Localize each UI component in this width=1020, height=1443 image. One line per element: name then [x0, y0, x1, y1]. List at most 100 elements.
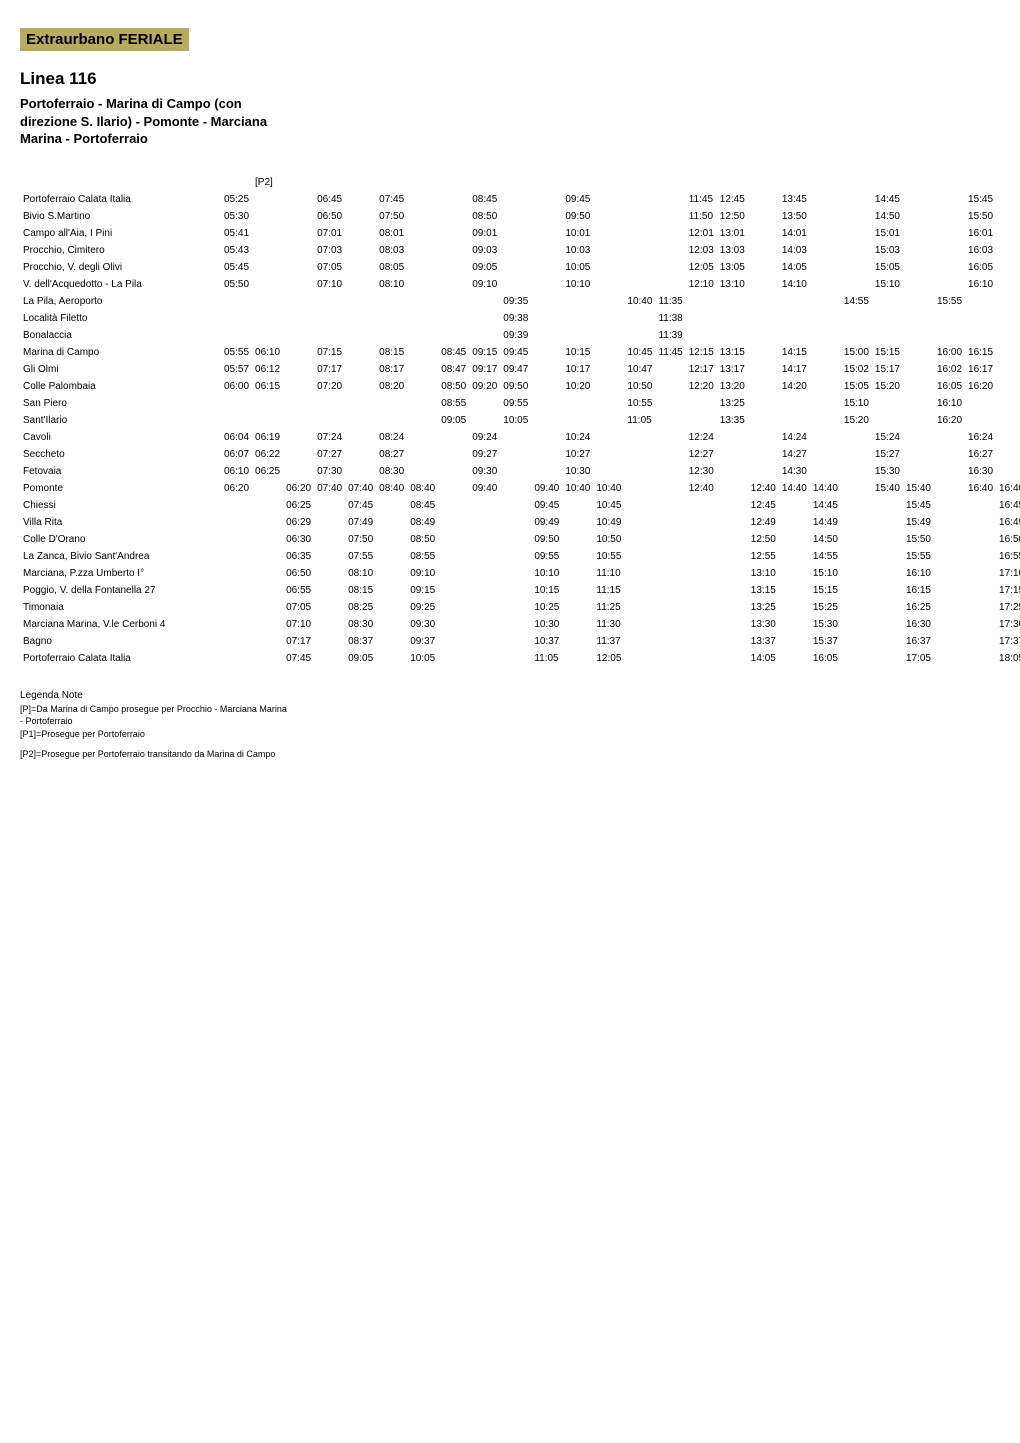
time-cell: 15:20: [872, 378, 903, 395]
time-cell: [748, 344, 779, 361]
stop-name: Bivio S.Martino: [20, 208, 221, 225]
time-cell: 06:25: [283, 497, 314, 514]
time-cell: [934, 327, 965, 344]
time-cell: 14:27: [779, 446, 810, 463]
time-cell: 17:05: [903, 650, 934, 667]
time-cell: [717, 446, 748, 463]
time-cell: [345, 191, 376, 208]
time-cell: 14:15: [779, 344, 810, 361]
time-cell: [903, 191, 934, 208]
time-cell: [593, 327, 624, 344]
time-cell: 11:45: [686, 191, 717, 208]
time-cell: [624, 242, 655, 259]
stop-name: Villa Rita: [20, 514, 221, 531]
time-cell: [407, 276, 438, 293]
time-cell: [934, 276, 965, 293]
time-cell: [748, 276, 779, 293]
time-cell: 16:40: [965, 480, 996, 497]
time-cell: 16:37: [903, 633, 934, 650]
stop-name: Procchio, Cimitero: [20, 242, 221, 259]
time-cell: [531, 378, 562, 395]
time-cell: [655, 225, 685, 242]
time-cell: 09:05: [345, 650, 376, 667]
time-cell: [903, 446, 934, 463]
time-cell: [934, 531, 965, 548]
time-cell: 08:03: [376, 242, 407, 259]
time-cell: 15:05: [841, 378, 872, 395]
time-cell: [500, 650, 531, 667]
time-cell: [996, 191, 1020, 208]
time-cell: [345, 344, 376, 361]
time-cell: 17:37: [996, 633, 1020, 650]
time-cell: [779, 310, 810, 327]
time-cell: [376, 531, 407, 548]
time-cell: [562, 327, 593, 344]
time-cell: [748, 242, 779, 259]
time-cell: [872, 293, 903, 310]
time-cell: 09:35: [500, 293, 531, 310]
time-cell: [283, 276, 314, 293]
time-cell: 13:50: [779, 208, 810, 225]
time-cell: 06:07: [221, 446, 252, 463]
time-cell: [841, 582, 872, 599]
time-cell: 07:03: [314, 242, 345, 259]
time-cell: [252, 599, 283, 616]
time-cell: [810, 361, 841, 378]
time-cell: 08:10: [345, 565, 376, 582]
time-cell: 15:55: [903, 548, 934, 565]
time-cell: 12:49: [748, 514, 779, 531]
time-cell: [872, 514, 903, 531]
time-cell: 13:03: [717, 242, 748, 259]
time-cell: [655, 361, 685, 378]
time-cell: [686, 650, 717, 667]
time-cell: [748, 378, 779, 395]
time-cell: [438, 225, 469, 242]
time-cell: [500, 276, 531, 293]
time-cell: [996, 395, 1020, 412]
time-cell: [624, 565, 655, 582]
time-cell: 09:45: [562, 191, 593, 208]
time-cell: [624, 514, 655, 531]
time-cell: 10:55: [593, 548, 624, 565]
time-cell: 08:27: [376, 446, 407, 463]
time-cell: 14:49: [810, 514, 841, 531]
time-cell: [841, 514, 872, 531]
time-cell: [934, 446, 965, 463]
stop-name: Campo all'Aia, I Pini: [20, 225, 221, 242]
time-cell: [810, 344, 841, 361]
time-cell: [283, 208, 314, 225]
time-cell: 18:05: [996, 650, 1020, 667]
time-cell: [717, 327, 748, 344]
time-cell: 14:45: [872, 191, 903, 208]
time-cell: [562, 531, 593, 548]
time-cell: 15:24: [872, 429, 903, 446]
time-cell: [438, 276, 469, 293]
time-cell: [748, 208, 779, 225]
time-cell: [283, 395, 314, 412]
time-cell: [407, 446, 438, 463]
time-cell: 12:50: [748, 531, 779, 548]
time-cell: [934, 616, 965, 633]
time-cell: [903, 208, 934, 225]
time-cell: 10:50: [624, 378, 655, 395]
time-cell: [345, 429, 376, 446]
time-cell: [624, 259, 655, 276]
time-cell: [655, 497, 685, 514]
time-cell: [438, 463, 469, 480]
time-cell: 12:27: [686, 446, 717, 463]
time-cell: [655, 412, 685, 429]
time-cell: 15:10: [841, 395, 872, 412]
time-cell: 08:24: [376, 429, 407, 446]
time-cell: 09:37: [407, 633, 438, 650]
time-cell: [965, 633, 996, 650]
time-cell: 08:50: [438, 378, 469, 395]
time-cell: [314, 633, 345, 650]
time-cell: 08:25: [345, 599, 376, 616]
time-cell: [934, 582, 965, 599]
time-cell: [717, 633, 748, 650]
time-cell: [717, 582, 748, 599]
stop-name: La Zanca, Bivio Sant'Andrea: [20, 548, 221, 565]
time-cell: 08:45: [438, 344, 469, 361]
time-cell: [221, 565, 252, 582]
time-cell: 12:40: [748, 480, 779, 497]
